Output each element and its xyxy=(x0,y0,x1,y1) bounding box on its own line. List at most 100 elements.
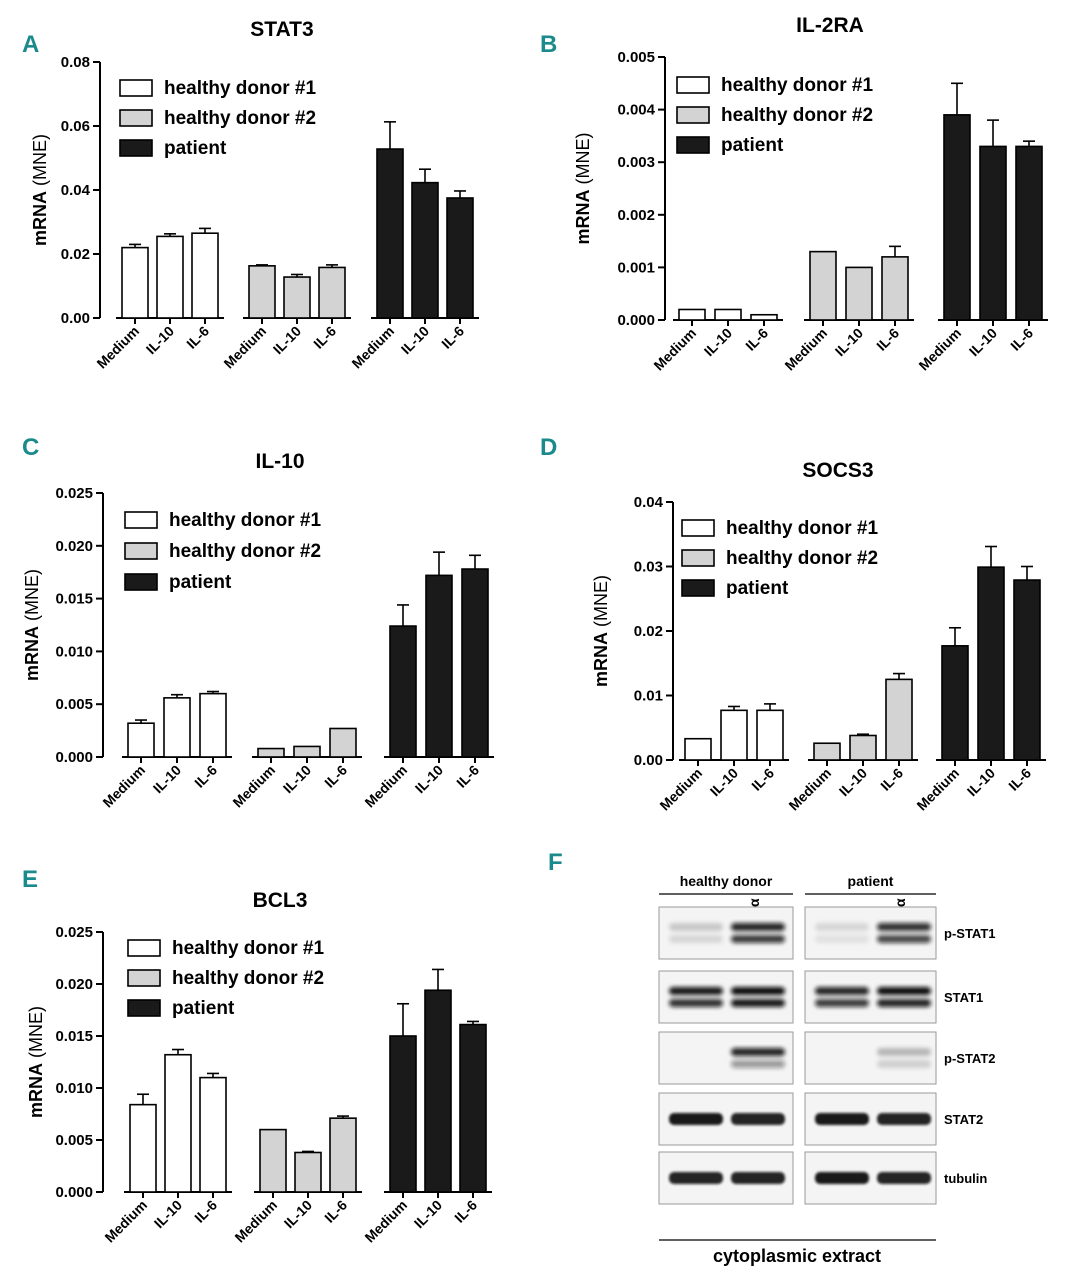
legend-swatch xyxy=(127,999,161,1017)
bar-healthy-donor-1-il-10 xyxy=(164,1053,192,1193)
chart-C: C IL-10 mRNA (MNE) 0.000 0.005 0.010 0.015 0.02… xyxy=(22,434,494,811)
panel-letter: C xyxy=(22,434,39,461)
y-tick-label: 0.002 xyxy=(617,207,655,224)
y-tick-label: 0.01 xyxy=(634,688,663,705)
bar-healthy-donor-2-il-10 xyxy=(294,1151,322,1193)
blot-band xyxy=(815,935,869,943)
y-tick-label: 0.005 xyxy=(55,1132,93,1149)
legend-swatch xyxy=(676,136,710,154)
x-tick-label: IL-6 xyxy=(451,1197,480,1226)
y-tick-label: 0.08 xyxy=(61,54,90,71)
x-tick-label: Medium xyxy=(99,762,148,811)
bar-healthy-donor-2-il-10 xyxy=(293,745,321,758)
y-axis-label-unit: (MNE) xyxy=(26,1006,46,1063)
bar-healthy-donor-1-medium xyxy=(684,737,712,761)
legend-label: healthy donor #1 xyxy=(169,510,321,531)
bar-healthy-donor-1-il-10 xyxy=(156,235,184,319)
chart-title: BCL3 xyxy=(253,889,308,912)
y-tick-label: 0.000 xyxy=(617,312,655,329)
bar-healthy-donor-1-il-10 xyxy=(163,697,191,758)
legend-swatch xyxy=(676,76,710,94)
y-tick-label: 0.004 xyxy=(617,102,655,119)
blot-band xyxy=(815,999,869,1007)
bar-patient-il-10 xyxy=(424,989,452,1193)
blot-band xyxy=(877,923,931,931)
bar-patient-il-6 xyxy=(446,197,474,319)
chart-B: B IL-2RA mRNA (MNE) 0.000 0.001 0.002 0.003 0.0… xyxy=(540,14,1048,374)
bar-healthy-donor-1-il-6 xyxy=(750,313,778,321)
legend-label: healthy donor #1 xyxy=(726,518,878,539)
bar-patient-medium xyxy=(941,645,969,761)
chart-title: IL-2RA xyxy=(796,14,864,37)
bar-healthy-donor-1-il-6 xyxy=(199,1076,227,1193)
blot-panel xyxy=(804,906,937,960)
bar-healthy-donor-2-il-6 xyxy=(318,266,346,319)
x-tick-label: IL-10 xyxy=(964,765,999,800)
bar-healthy-donor-2-il-10 xyxy=(845,266,873,321)
x-tick-label: IL-6 xyxy=(748,765,777,794)
bar-healthy-donor-2-il-6 xyxy=(885,678,913,761)
y-axis-label: mRNA (MNE) xyxy=(22,569,42,681)
legend-label: healthy donor #2 xyxy=(169,541,321,562)
x-tick-label: IL-6 xyxy=(1007,325,1036,354)
legend-swatch xyxy=(119,79,153,97)
blot-band xyxy=(669,1172,723,1184)
panel-letter: B xyxy=(540,31,557,58)
x-tick-label: Medium xyxy=(361,1197,410,1246)
y-tick-label: 0.025 xyxy=(55,485,93,502)
panel-letter: A xyxy=(22,31,39,58)
y-tick-label: 0.015 xyxy=(55,1028,93,1045)
bar-healthy-donor-2-il-10 xyxy=(283,276,311,319)
blot-band xyxy=(669,923,723,931)
x-tick-label: IL-10 xyxy=(150,762,185,797)
y-tick-label: 0.003 xyxy=(617,154,655,171)
y-axis-label-main: mRNA xyxy=(573,189,593,244)
x-tick-label: IL-6 xyxy=(183,323,212,352)
chart-title: SOCS3 xyxy=(802,459,873,482)
blot-band xyxy=(815,1172,869,1184)
blot-panel xyxy=(658,970,794,1024)
y-axis-label-main: mRNA xyxy=(591,632,611,687)
bar-patient-il-6 xyxy=(1015,145,1043,321)
legend-label: healthy donor #1 xyxy=(721,75,873,96)
x-tick-label: IL-6 xyxy=(877,765,906,794)
x-tick-label: IL-10 xyxy=(836,765,871,800)
blot-row-label: STAT2 xyxy=(944,1112,983,1127)
y-tick-label: 0.000 xyxy=(55,1184,93,1201)
x-tick-label: Medium xyxy=(93,323,142,372)
bar-patient-medium xyxy=(943,114,971,321)
blot-row-label: tubulin xyxy=(944,1171,987,1186)
bar-healthy-donor-2-il-6 xyxy=(329,727,357,758)
blot-group-label: healthy donor xyxy=(680,873,773,889)
blot-band xyxy=(815,923,869,931)
x-tick-label: IL-10 xyxy=(701,325,736,360)
panel-letter: F xyxy=(548,849,563,876)
blot-band xyxy=(731,935,785,943)
legend-label: healthy donor #1 xyxy=(164,78,316,99)
y-tick-label: 0.04 xyxy=(634,494,664,511)
legend-swatch xyxy=(119,109,153,127)
y-tick-label: 0.005 xyxy=(55,696,93,713)
x-tick-label: IL-10 xyxy=(280,762,315,797)
x-tick-label: IL-6 xyxy=(742,325,771,354)
bar-healthy-donor-1-il-10 xyxy=(720,709,748,761)
legend-label: healthy donor #1 xyxy=(172,938,324,959)
bar-healthy-donor-2-medium xyxy=(257,747,285,758)
y-tick-label: 0.03 xyxy=(634,559,663,576)
legend-label: healthy donor #2 xyxy=(726,548,878,569)
blot-row-label: p-STAT2 xyxy=(944,1051,996,1066)
y-tick-label: 0.020 xyxy=(55,538,93,555)
x-tick-label: Medium xyxy=(101,1197,150,1246)
x-tick-label: IL-6 xyxy=(438,323,467,352)
bar-healthy-donor-2-il-6 xyxy=(881,256,909,321)
blot-band xyxy=(731,1172,785,1184)
legend-label: healthy donor #2 xyxy=(172,968,324,989)
y-tick-label: 0.001 xyxy=(617,259,655,276)
y-axis-label-main: mRNA xyxy=(30,191,50,246)
x-tick-label: Medium xyxy=(656,765,705,814)
blot-panel xyxy=(804,970,937,1024)
blot-band xyxy=(669,999,723,1007)
blot-row-label: STAT1 xyxy=(944,990,983,1005)
blot-panel xyxy=(658,906,794,960)
